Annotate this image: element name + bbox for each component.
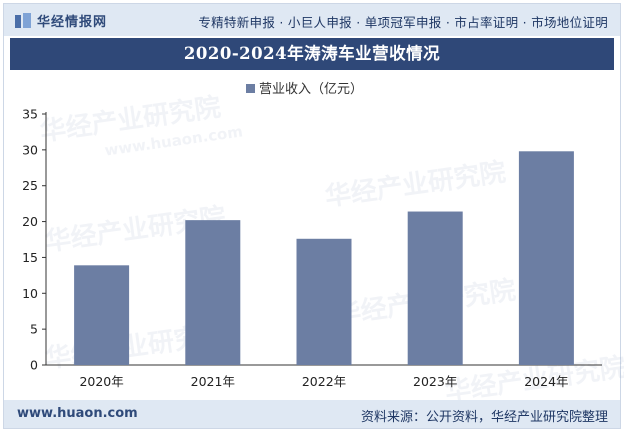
legend-swatch <box>246 84 255 93</box>
x-tick-label: 2021年 <box>191 374 235 389</box>
service-tags: 专精特新申报 · 小巨人申报 · 单项冠军申报 · 市占率证明 · 市场地位证明 <box>198 15 608 30</box>
x-tick-label: 2022年 <box>302 374 346 389</box>
y-tick-label: 0 <box>30 358 38 373</box>
footer-url[interactable]: www.huaon.com <box>17 406 138 421</box>
site-logo[interactable]: 华经情报网 <box>14 11 107 30</box>
footer-band: www.huaon.com 资料来源：公开资料，华经产业研究院整理 <box>4 400 620 428</box>
footer-source: 资料来源：公开资料，华经产业研究院整理 <box>360 410 608 425</box>
header-band: 华经情报网 专精特新申报 · 小巨人申报 · 单项冠军申报 · 市占率证明 · … <box>4 4 620 36</box>
logo-icon <box>15 12 31 28</box>
logo-text: 华经情报网 <box>37 15 108 30</box>
title-band: 2020-2024年涛涛车业营收情况 <box>10 38 614 70</box>
y-tick-label: 35 <box>22 107 38 122</box>
bar <box>518 151 574 365</box>
bar <box>74 265 130 365</box>
y-tick-label: 25 <box>22 178 38 193</box>
bar <box>296 238 352 365</box>
y-tick-label: 20 <box>22 214 38 229</box>
y-tick-label: 5 <box>30 322 38 337</box>
legend-label: 营业收入（亿元） <box>259 82 363 97</box>
x-tick-label: 2023年 <box>413 374 457 389</box>
y-tick-label: 15 <box>22 250 38 265</box>
bar <box>185 220 241 365</box>
y-tick-label: 30 <box>22 142 38 157</box>
chart-title: 2020-2024年涛涛车业营收情况 <box>183 44 441 63</box>
x-tick-label: 2020年 <box>79 374 123 389</box>
x-tick-label: 2024年 <box>524 374 568 389</box>
y-tick-label: 10 <box>22 286 38 301</box>
bar <box>407 211 463 365</box>
